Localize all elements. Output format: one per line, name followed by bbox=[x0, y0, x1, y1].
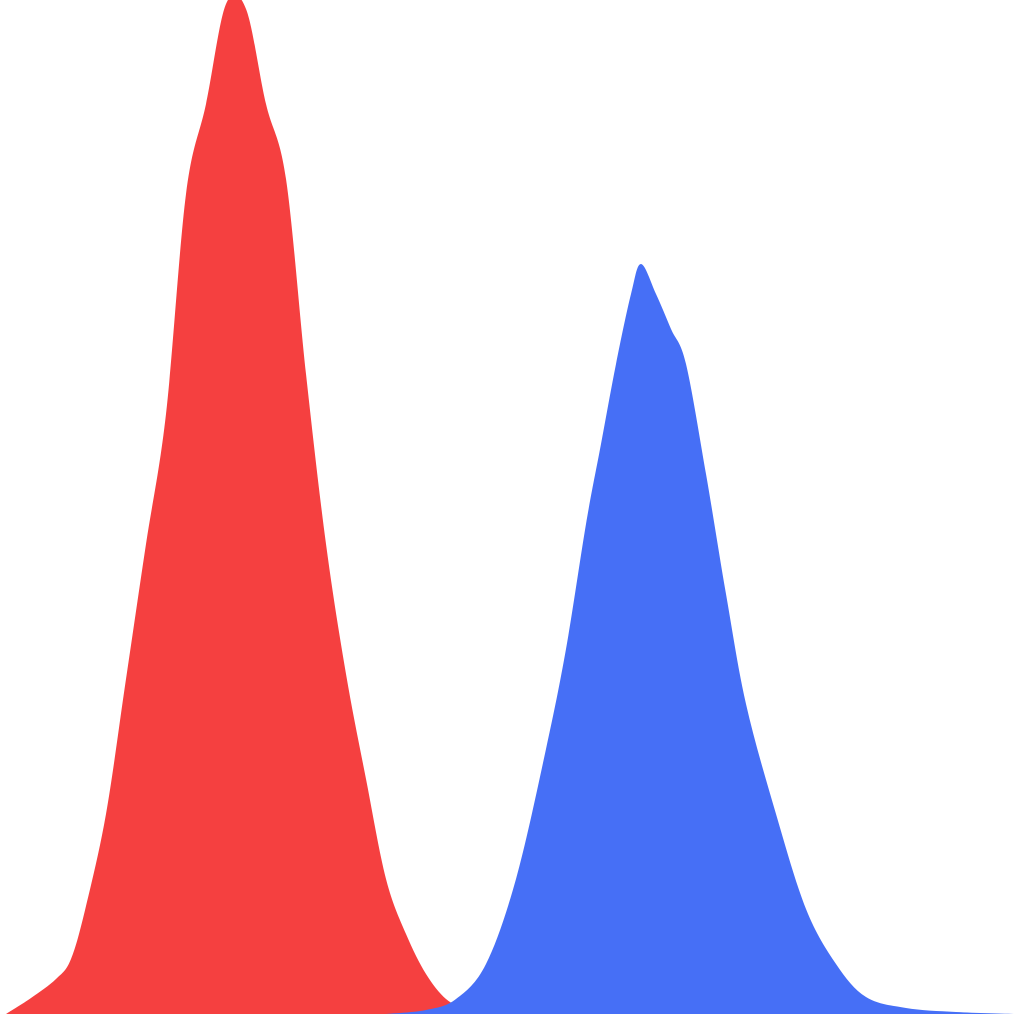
area-series-1 bbox=[6, 0, 486, 1014]
plot-area bbox=[6, 0, 1016, 1014]
area-series-2 bbox=[386, 264, 1016, 1014]
